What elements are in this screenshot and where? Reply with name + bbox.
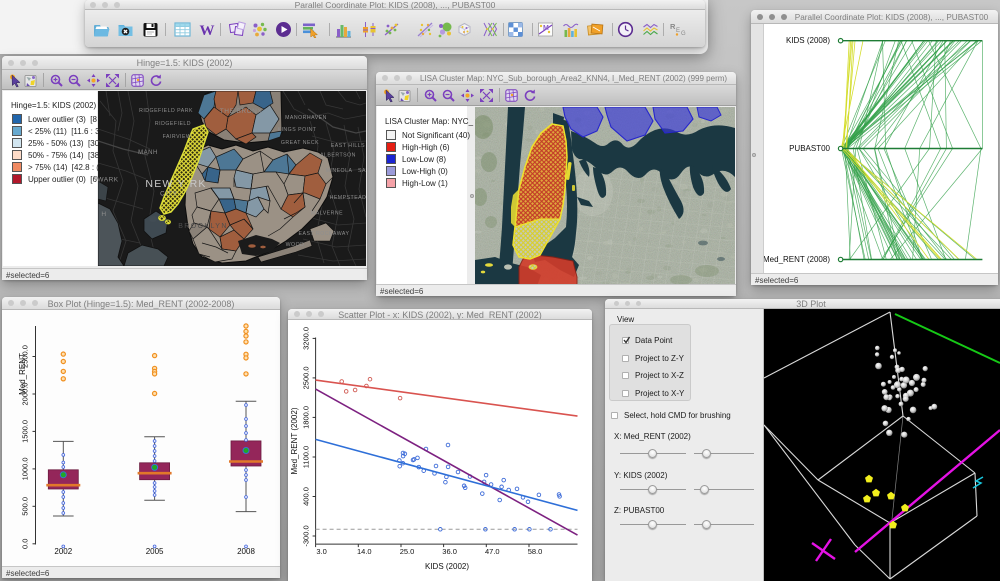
svg-text:0.0: 0.0	[21, 539, 30, 549]
svg-text:KIDS (2008): KIDS (2008)	[786, 36, 830, 45]
svg-text:1000.0: 1000.0	[21, 457, 30, 480]
svg-text:Med_RENT: Med_RENT	[18, 353, 27, 395]
svg-text:CITY: CITY	[160, 192, 178, 198]
svg-text:MALVERNE: MALVERNE	[311, 211, 343, 217]
svg-text:25.0: 25.0	[400, 547, 415, 556]
svg-text:47.0: 47.0	[485, 547, 500, 556]
svg-text:H: H	[101, 211, 106, 218]
svg-text:2002: 2002	[54, 547, 72, 556]
svg-text:3.0: 3.0	[316, 547, 326, 556]
svg-text:2008: 2008	[237, 547, 255, 556]
svg-text:W: W	[200, 23, 215, 38]
svg-text:E: E	[676, 28, 680, 34]
svg-text:R: R	[670, 22, 676, 31]
svg-text:G: G	[681, 31, 686, 37]
svg-text:M: M	[543, 25, 549, 32]
svg-text:GREAT NECK: GREAT NECK	[281, 140, 319, 146]
svg-text:14.0: 14.0	[357, 547, 372, 556]
svg-text:1500.0: 1500.0	[21, 420, 30, 443]
svg-text:36.0: 36.0	[442, 547, 457, 556]
svg-text:BROOKLYN: BROOKLYN	[178, 223, 228, 230]
svg-text:400.0: 400.0	[302, 487, 311, 506]
svg-text:2500.0: 2500.0	[21, 345, 30, 368]
svg-text:2005: 2005	[146, 547, 164, 556]
svg-text:500.0: 500.0	[21, 497, 30, 516]
svg-text:WOOD: WOOD	[286, 242, 305, 248]
svg-text:1100.0: 1100.0	[302, 446, 311, 468]
svg-text:58.0: 58.0	[528, 547, 543, 556]
svg-text:RIDGEFIELD PARK: RIDGEFIELD PARK	[139, 108, 193, 114]
svg-text:HEMPSTEAD: HEMPSTEAD	[330, 195, 366, 201]
svg-text:MINEOLA: MINEOLA	[326, 168, 353, 174]
svg-text:EAST ROCKAWAY: EAST ROCKAWAY	[299, 231, 350, 237]
svg-text:ALBERTSON: ALBERTSON	[320, 153, 356, 159]
svg-text:WARK: WARK	[98, 177, 119, 184]
svg-text:PUBAST00: PUBAST00	[789, 144, 830, 153]
svg-text:2000.0: 2000.0	[21, 383, 30, 406]
svg-text:MANORHAVEN: MANORHAVEN	[285, 115, 327, 121]
svg-text:-300.0: -300.0	[302, 525, 311, 546]
svg-text:3200.0: 3200.0	[302, 327, 311, 350]
svg-text:EAST HILLS: EAST HILLS	[331, 143, 365, 149]
svg-text:1800.0: 1800.0	[302, 406, 311, 429]
svg-text:RIDGEFIELD: RIDGEFIELD	[155, 121, 191, 127]
svg-text:FAIRVIEW: FAIRVIEW	[163, 134, 192, 140]
svg-text:NEW Y RK: NEW Y RK	[145, 178, 206, 190]
svg-text:2500.0: 2500.0	[302, 366, 311, 389]
svg-text:MANH: MANH	[138, 150, 158, 156]
svg-text:Med_RENT (2008): Med_RENT (2008)	[764, 255, 830, 264]
svg-text:KINGS POINT: KINGS POINT	[278, 127, 317, 133]
svg-text:KIDS (2002): KIDS (2002)	[425, 562, 469, 571]
svg-text:SA: SA	[358, 168, 366, 174]
svg-text:THE BRONX: THE BRONX	[220, 108, 263, 115]
svg-text:Med_RENT (2002): Med_RENT (2002)	[290, 407, 299, 474]
